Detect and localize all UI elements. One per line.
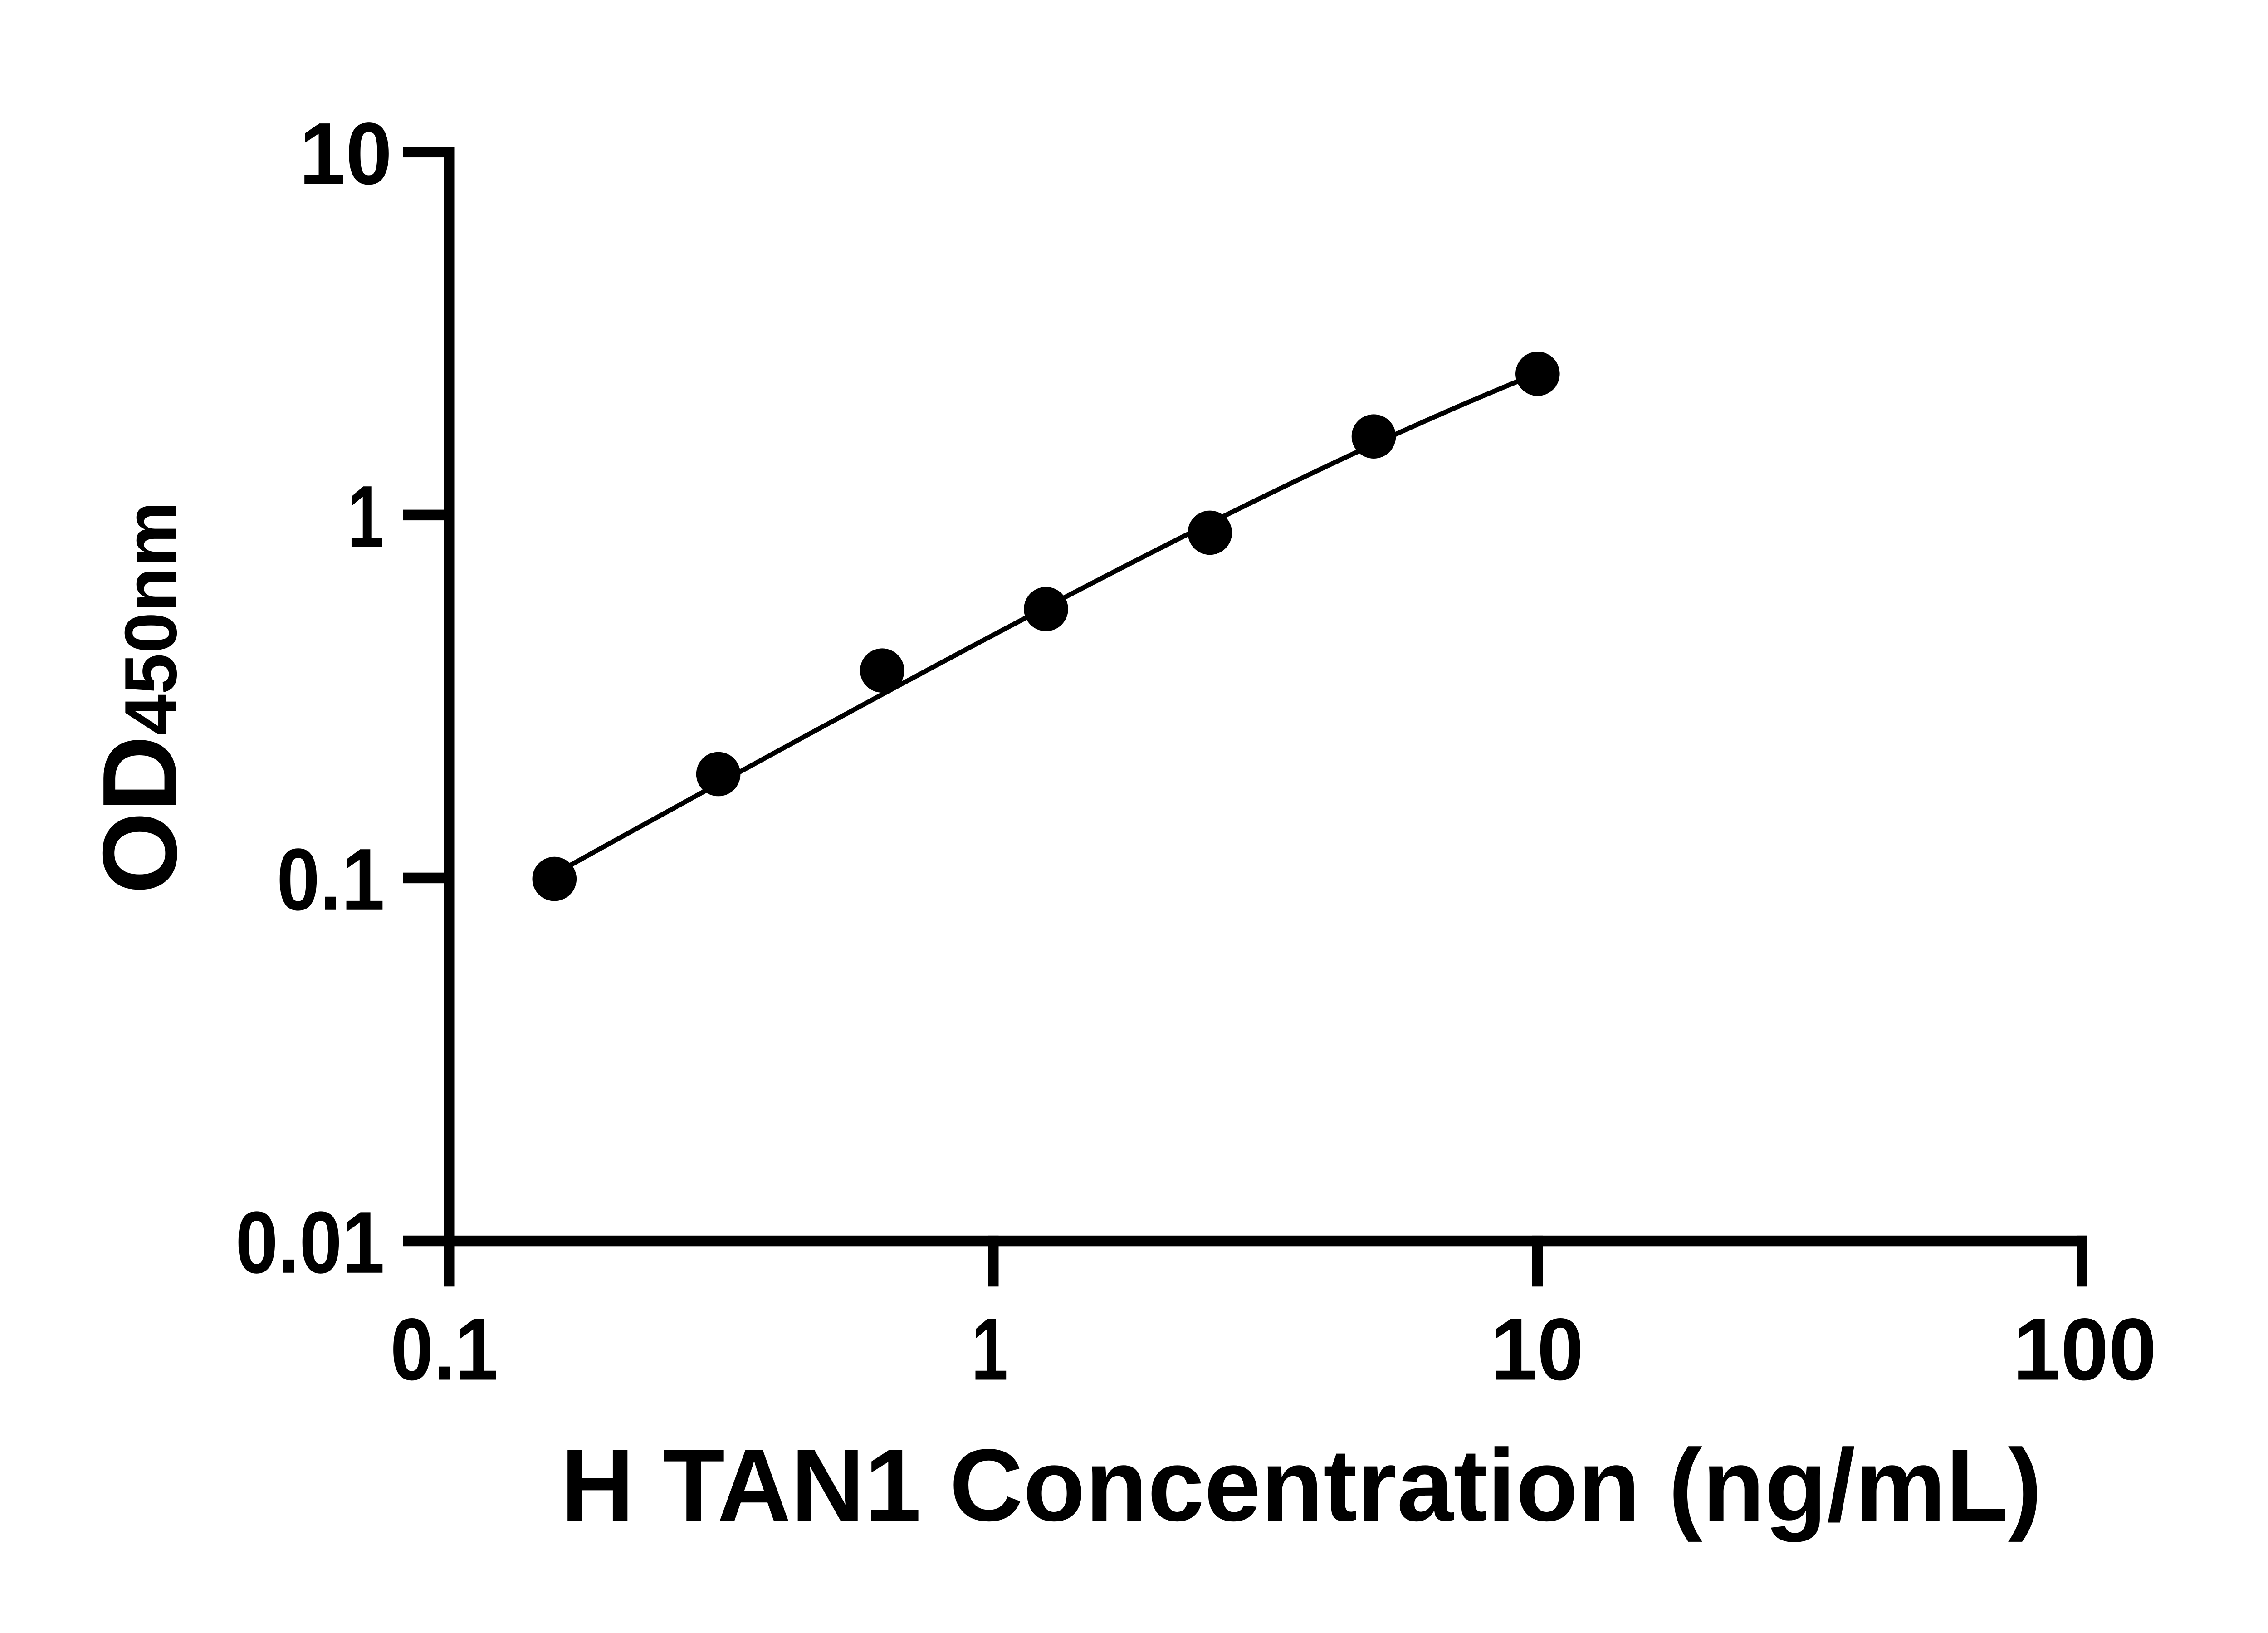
- svg-text:100: 100: [2013, 1301, 2156, 1399]
- svg-text:0.1: 0.1: [390, 1301, 498, 1399]
- svg-text:0.01: 0.01: [235, 1193, 385, 1292]
- svg-text:OD450nm: OD450nm: [81, 501, 199, 894]
- svg-text:0.1: 0.1: [277, 831, 385, 929]
- svg-text:H TAN1 Concentration (ng/mL): H TAN1 Concentration (ng/mL): [561, 1428, 2042, 1542]
- svg-text:1: 1: [347, 468, 384, 566]
- svg-text:10: 10: [1491, 1301, 1584, 1399]
- svg-text:10: 10: [299, 105, 392, 203]
- svg-text:1: 1: [971, 1301, 1008, 1399]
